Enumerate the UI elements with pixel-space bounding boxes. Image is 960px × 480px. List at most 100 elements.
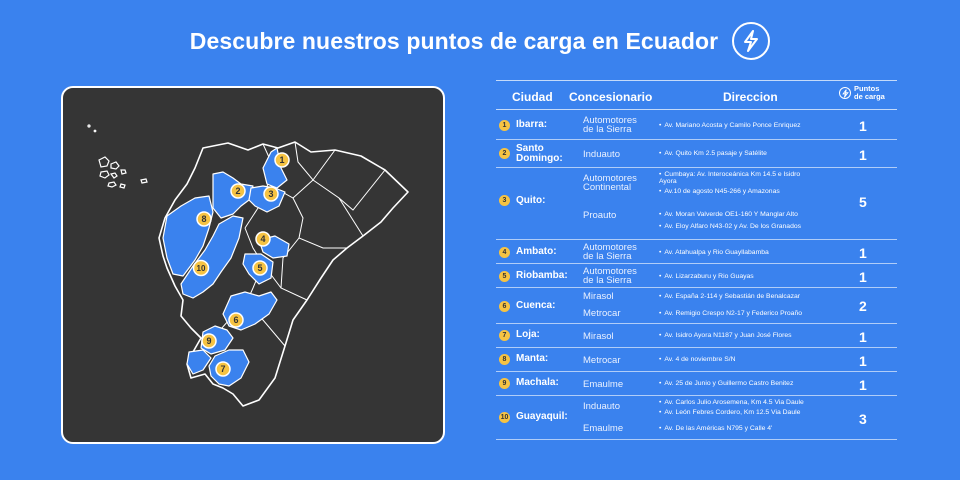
city-name: Cuenca: — [516, 300, 556, 311]
city-name: Loja: — [516, 329, 540, 340]
points-count: 3 — [859, 411, 867, 427]
map-pin-8[interactable]: 8 — [196, 211, 212, 227]
points-count: 1 — [859, 353, 867, 369]
page-title: Descubre nuestros puntos de carga en Ecu… — [189, 27, 719, 54]
map-pin-1[interactable]: 1 — [274, 152, 290, 168]
table-row: 3 Quito: Automotores Continental Cumbaya… — [496, 168, 897, 240]
dealer-name: Automotores de la Sierra — [583, 266, 637, 286]
svg-text:7: 7 — [220, 364, 225, 374]
address: Av. España 2-114 y Sebastián de Benalcaz… — [659, 293, 800, 300]
row-number-badge: 9 — [499, 378, 510, 389]
points-count: 1 — [859, 329, 867, 345]
address: Av. Mariano Acosta y Camilo Ponce Enriqu… — [659, 122, 800, 129]
dealer-name: Mirasol — [583, 331, 614, 342]
dealer-name: Emaulme — [583, 423, 624, 434]
svg-text:6: 6 — [233, 315, 238, 325]
city-name: Machala: — [516, 377, 559, 388]
table-header: Ciudad Concesionario Direccion Puntos de… — [496, 80, 897, 110]
address: Av. 4 de noviembre S/N — [659, 356, 735, 363]
svg-text:1: 1 — [279, 155, 284, 165]
table-row: 7 Loja: Mirasol Av. Isidro Ayora N1187 y… — [496, 324, 897, 348]
map-pin-10[interactable]: 10 — [192, 259, 210, 277]
dealer-name: Automotores de la Sierra — [583, 242, 637, 262]
dealer-name: Proauto — [583, 210, 617, 221]
svg-text:3: 3 — [268, 189, 273, 199]
address: Av. 25 de Junio y Guillermo Castro Benit… — [659, 380, 793, 387]
row-number-badge: 1 — [499, 120, 510, 131]
dealer-name: Automotores Continental — [583, 173, 637, 193]
row-number-badge: 10 — [499, 412, 510, 423]
city-name: Ibarra: — [516, 119, 548, 130]
points-count: 5 — [859, 194, 867, 210]
address: Av. Carlos Julio Arosemena, Km 4.5 Via D… — [659, 399, 803, 406]
svg-text:10: 10 — [197, 264, 206, 273]
city-name: Ambato: — [516, 246, 557, 257]
map-pin-3[interactable]: 3 — [263, 186, 279, 202]
map-pin-4[interactable]: 4 — [255, 231, 271, 247]
city-name: Guayaquil: — [516, 411, 568, 422]
page-header: Descubre nuestros puntos de carga en Ecu… — [0, 22, 960, 60]
puntos-label-line1: Puntos — [854, 84, 880, 93]
table-row: 6 Cuenca: Mirasol Av. España 2-114 y Seb… — [496, 288, 897, 324]
charging-points-table: Ciudad Concesionario Direccion Puntos de… — [496, 80, 897, 440]
column-header-concesionario: Concesionario — [569, 90, 653, 104]
svg-text:9: 9 — [206, 336, 211, 346]
row-number-badge: 2 — [499, 148, 510, 159]
row-number-badge: 3 — [499, 195, 510, 206]
dealer-name: Induauto — [583, 401, 620, 412]
points-count: 1 — [859, 245, 867, 261]
row-number-badge: 8 — [499, 354, 510, 365]
dealer-name: Metrocar — [583, 355, 621, 366]
points-count: 1 — [859, 147, 867, 163]
map-pin-2[interactable]: 2 — [230, 183, 246, 199]
lightning-bolt-icon — [732, 22, 771, 60]
points-count: 1 — [859, 118, 867, 134]
map-pin-6[interactable]: 6 — [228, 312, 244, 328]
dealer-name: Metrocar — [583, 308, 621, 319]
address: Av. Lizarzaburu y Rio Guayas — [659, 273, 753, 280]
table-row: 8 Manta: Metrocar Av. 4 de noviembre S/N… — [496, 348, 897, 372]
map-pin-9[interactable]: 9 — [201, 333, 217, 349]
address: Av. León Febres Cordero, Km 12.5 Via Dau… — [659, 409, 800, 416]
svg-text:4: 4 — [260, 234, 265, 244]
table-row: 10 Guayaquil: Induauto Av. Carlos Julio … — [496, 396, 897, 440]
city-name: Riobamba: — [516, 270, 568, 281]
points-count: 1 — [859, 269, 867, 285]
row-number-badge: 7 — [499, 330, 510, 341]
row-number-badge: 5 — [499, 271, 510, 282]
map-pin-5[interactable]: 5 — [252, 260, 268, 276]
table-row: 9 Machala: Emaulme Av. 25 de Junio y Gui… — [496, 372, 897, 396]
dealer-name: Automotores de la Sierra — [583, 115, 637, 135]
city-name: Santo Domingo: — [516, 143, 563, 164]
dealer-name: Emaulme — [583, 379, 624, 390]
address: Av. Isidro Ayora N1187 y Juan José Flore… — [659, 332, 791, 339]
svg-text:8: 8 — [201, 214, 206, 224]
puntos-label-line2: de carga — [854, 92, 885, 101]
svg-text:2: 2 — [235, 186, 240, 196]
row-number-badge: 6 — [499, 301, 510, 312]
address: Av. Eloy Alfaro N43-02 y Av. De los Gran… — [659, 223, 801, 230]
city-name: Quito: — [516, 195, 546, 206]
dealer-name: Mirasol — [583, 291, 614, 302]
map-pins: 1 2 3 4 5 6 7 8 9 10 — [192, 152, 290, 377]
address: Av. Remigio Crespo N2-17 y Federico Proa… — [659, 310, 802, 317]
column-header-puntos: Puntos de carga — [839, 85, 885, 101]
points-count: 2 — [859, 298, 867, 314]
galapagos-islands — [87, 124, 148, 189]
column-header-direccion: Direccion — [723, 90, 778, 104]
svg-text:5: 5 — [257, 263, 262, 273]
address: Cumbaya: Av. Interoceánica Km 14.5 e Isi… — [659, 171, 819, 185]
table-row: 4 Ambato: Automotores de la Sierra Av. A… — [496, 240, 897, 264]
row-number-badge: 4 — [499, 247, 510, 258]
address: Av.10 de agosto N45-266 y Amazonas — [659, 188, 779, 195]
column-header-ciudad: Ciudad — [512, 90, 553, 104]
address: Av. Moran Valverde OE1-160 Y Manglar Alt… — [659, 211, 798, 218]
address: Av. Quito Km 2.5 pasaje y Satélite — [659, 150, 767, 157]
table-row: 2 Santo Domingo: Induauto Av. Quito Km 2… — [496, 140, 897, 168]
map-pin-7[interactable]: 7 — [215, 361, 231, 377]
ecuador-map: 1 2 3 4 5 6 7 8 9 10 — [61, 86, 445, 444]
lightning-bolt-icon — [839, 87, 851, 99]
table-row: 5 Riobamba: Automotores de la Sierra Av.… — [496, 264, 897, 288]
city-name: Manta: — [516, 353, 549, 364]
table-row: 1 Ibarra: Automotores de la Sierra Av. M… — [496, 110, 897, 140]
